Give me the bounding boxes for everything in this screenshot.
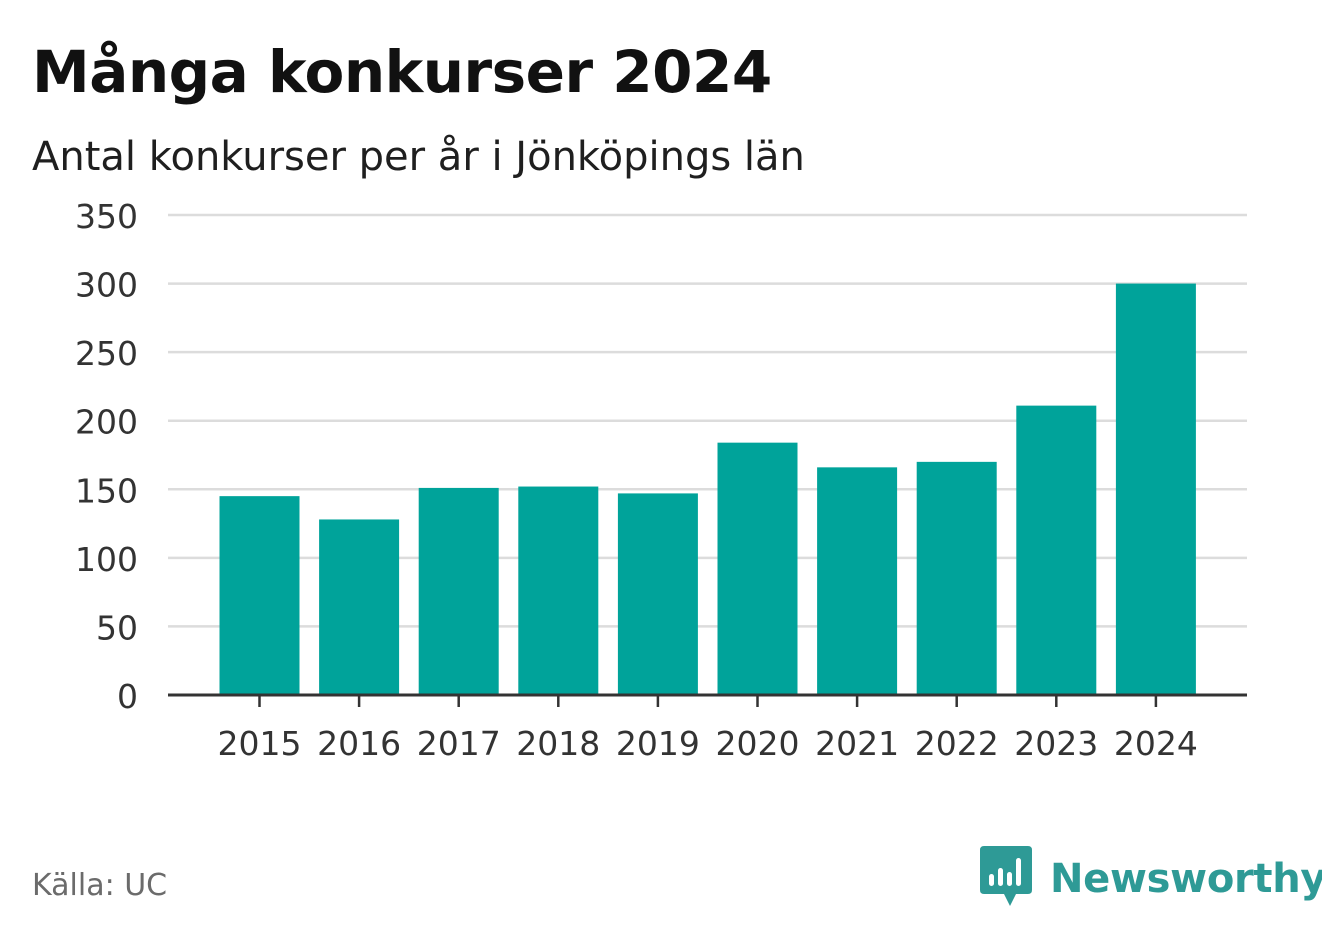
y-tick-label: 300 <box>75 266 138 305</box>
y-tick-label: 250 <box>75 334 138 373</box>
chart-subtitle: Antal konkurser per år i Jönköpings län <box>32 134 805 180</box>
x-tick-label: 2020 <box>716 724 800 763</box>
x-tick-label: 2017 <box>417 724 501 763</box>
bars <box>219 283 1196 695</box>
x-tick-label: 2019 <box>616 724 700 763</box>
x-axis: 2015 2016 2017 2018 2019 2020 2021 2022 2023 2024 <box>168 693 1247 763</box>
bar-2021[interactable] <box>817 467 898 695</box>
y-tick-label: 150 <box>75 471 138 510</box>
y-tick-label: 100 <box>75 540 138 579</box>
brand-name: Newsworthy <box>1050 856 1322 902</box>
bar-2022[interactable] <box>916 461 997 695</box>
bar-2015[interactable] <box>219 496 300 695</box>
bar-2018[interactable] <box>518 486 599 695</box>
chart-title: Många konkurser 2024 <box>32 38 772 106</box>
brand-logo[interactable]: Newsworthy <box>980 846 1322 912</box>
y-tick-label: 0 <box>117 677 138 716</box>
x-tick-label: 2018 <box>516 724 600 763</box>
bar-2017[interactable] <box>418 487 499 695</box>
bar-2019[interactable] <box>617 493 698 695</box>
x-tick-label: 2024 <box>1114 724 1198 763</box>
x-tick-label: 2015 <box>218 724 302 763</box>
x-tick-label: 2022 <box>915 724 999 763</box>
x-tick-label: 2016 <box>317 724 401 763</box>
source-note: Källa: UC <box>32 868 168 903</box>
bar-2023[interactable] <box>1016 405 1097 695</box>
x-tick-label: 2021 <box>815 724 899 763</box>
bar-chart-speech-bubble-icon <box>980 846 1036 912</box>
bar-2016[interactable] <box>319 519 400 695</box>
bar-2024[interactable] <box>1115 283 1196 695</box>
y-tick-label: 350 <box>75 197 138 236</box>
y-tick-label: 200 <box>75 403 138 442</box>
x-tick-label: 2023 <box>1014 724 1098 763</box>
bar-2020[interactable] <box>717 442 798 695</box>
y-axis-ticks: 0 50 100 150 200 250 300 350 <box>75 197 138 716</box>
y-tick-label: 50 <box>96 608 138 647</box>
